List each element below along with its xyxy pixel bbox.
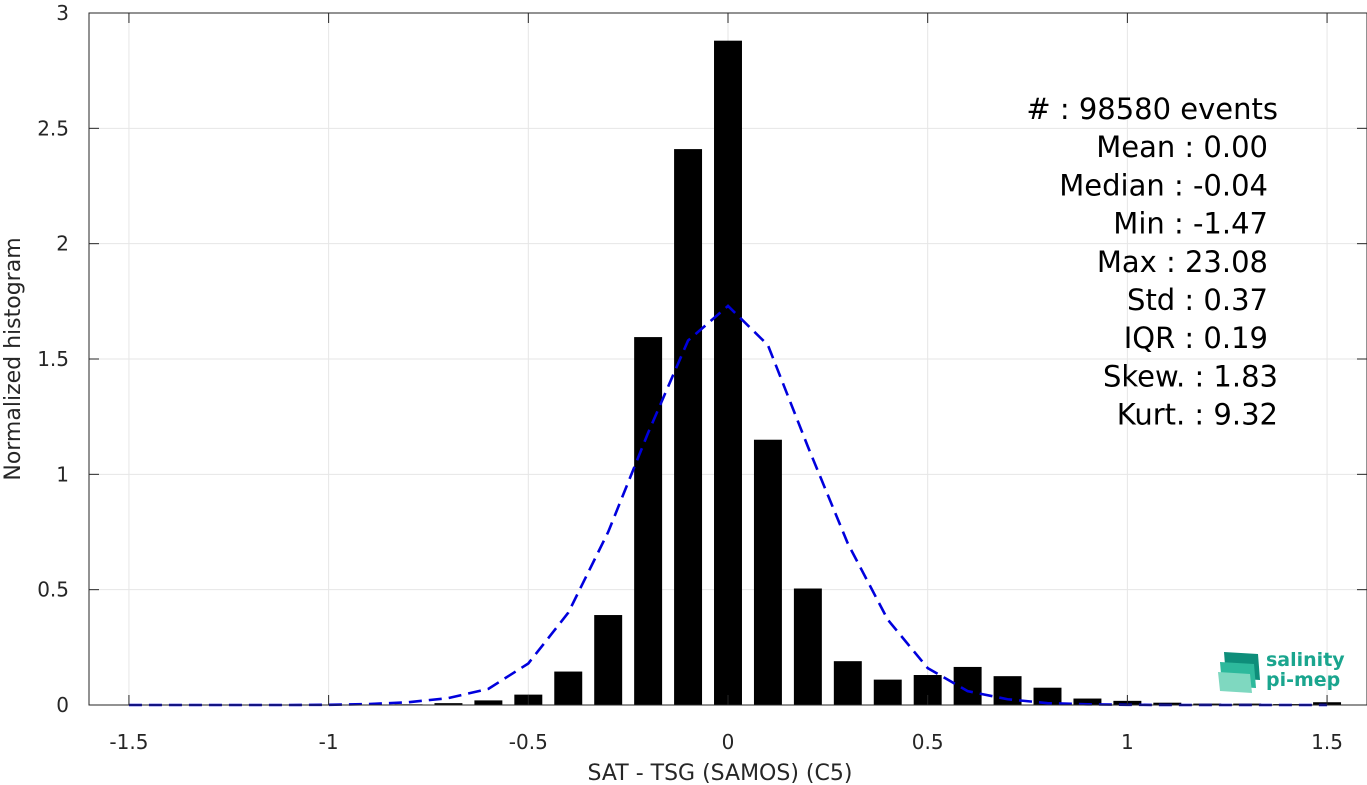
y-tick-label-1: 0.5 [37, 578, 69, 602]
stat-line-4: Max : 23.08 [1097, 245, 1268, 279]
logo-mark-icon [1218, 652, 1260, 693]
logo-line-2: pi-mep [1266, 669, 1340, 691]
stat-line-0: # : 98580 events [1026, 92, 1278, 126]
y-tick-label-3: 1.5 [37, 347, 69, 371]
logo-line-1: salinity [1266, 649, 1345, 671]
x-axis-title: SAT - TSG (SAMOS) (C5) [588, 761, 853, 785]
stat-line-5: Std : 0.37 [1127, 283, 1268, 317]
x-tick-label-3: 0 [722, 730, 735, 754]
salinity-pi-mep-logo: salinity pi-mep [1218, 649, 1345, 693]
histogram-bar-19 [873, 679, 902, 705]
x-tick-labels: -1.5 -1 -0.5 0 0.5 1 1.5 [109, 730, 1343, 754]
x-tick-label-1: -1 [319, 730, 339, 754]
y-tick-label-4: 2 [56, 232, 69, 256]
histogram-bar-14 [674, 149, 703, 706]
x-tick-label-0: -1.5 [109, 730, 148, 754]
histogram-bar-22 [993, 676, 1022, 705]
y-tick-label-6: 3 [56, 1, 69, 25]
stat-line-1: Mean : 0.00 [1096, 130, 1268, 164]
histogram-bar-24 [1073, 698, 1102, 705]
histogram-bar-8 [434, 703, 463, 705]
x-tick-label-5: 1 [1121, 730, 1134, 754]
x-tick-label-2: -0.5 [509, 730, 548, 754]
x-tick-label-4: 0.5 [912, 730, 944, 754]
y-axis-title: Normalized histogram [1, 237, 26, 480]
histogram-bar-9 [474, 700, 503, 705]
histogram-bar-15 [714, 40, 742, 706]
statistics-annotation: # : 98580 events Mean : 0.00 Median : -0.0… [1026, 92, 1278, 432]
stat-line-2: Median : -0.04 [1059, 168, 1268, 202]
histogram-bar-16 [753, 439, 782, 705]
histogram-bar-23 [1033, 687, 1062, 705]
stat-line-3: Min : -1.47 [1113, 207, 1268, 241]
histogram-bar-12 [594, 615, 623, 705]
histogram-bar-21 [953, 666, 982, 705]
axes-frame [88, 12, 1367, 706]
histogram-bars [354, 40, 1342, 706]
x-tick-label-6: 1.5 [1311, 730, 1343, 754]
histogram-bar-11 [554, 671, 583, 705]
y-tick-label-2: 1 [56, 462, 69, 486]
stat-line-7: Skew. : 1.83 [1103, 359, 1278, 393]
y-tick-labels: 0 0.5 1 1.5 2 2.5 3 [37, 1, 69, 717]
stat-line-8: Kurt. : 9.32 [1117, 398, 1278, 432]
y-tick-label-5: 2.5 [37, 116, 69, 140]
histogram-bar-17 [793, 588, 822, 705]
histogram-bar-13 [634, 337, 663, 705]
y-tick-label-0: 0 [56, 693, 69, 717]
stat-line-6: IQR : 0.19 [1124, 321, 1268, 355]
histogram-bar-18 [833, 661, 862, 705]
